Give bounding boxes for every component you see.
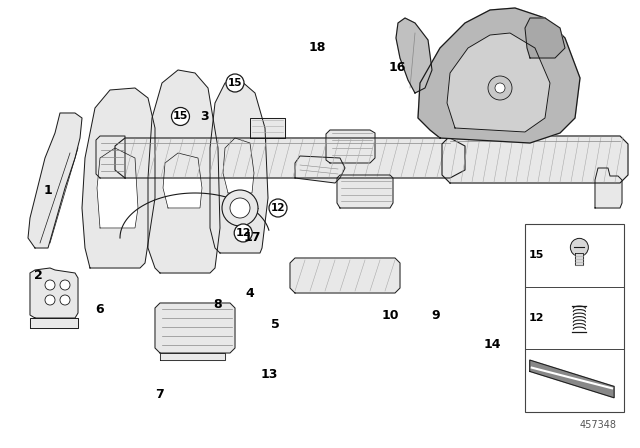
Polygon shape: [97, 148, 138, 228]
Text: 12: 12: [529, 313, 544, 323]
Polygon shape: [326, 130, 375, 163]
Polygon shape: [82, 88, 155, 268]
Text: 3: 3: [200, 110, 209, 123]
Text: 10: 10: [381, 309, 399, 323]
Bar: [525, 224, 624, 412]
Text: 457348: 457348: [580, 420, 617, 430]
Text: 13: 13: [260, 367, 278, 381]
Polygon shape: [447, 33, 550, 132]
Text: 5: 5: [271, 318, 280, 332]
Text: 2: 2: [34, 269, 43, 282]
Polygon shape: [575, 254, 584, 265]
Text: 14: 14: [484, 338, 502, 352]
Text: 1: 1: [44, 184, 52, 197]
Polygon shape: [290, 258, 400, 293]
Circle shape: [222, 190, 258, 226]
Polygon shape: [30, 268, 78, 318]
Polygon shape: [155, 303, 235, 353]
Text: 15: 15: [529, 250, 544, 260]
Circle shape: [45, 280, 55, 290]
Polygon shape: [295, 156, 345, 183]
Circle shape: [234, 224, 252, 242]
Text: 12: 12: [236, 228, 251, 238]
Polygon shape: [595, 168, 622, 208]
Circle shape: [570, 238, 588, 256]
Polygon shape: [447, 98, 515, 136]
Polygon shape: [163, 153, 202, 208]
Circle shape: [60, 280, 70, 290]
Polygon shape: [28, 113, 82, 248]
Circle shape: [226, 74, 244, 92]
Polygon shape: [148, 70, 220, 273]
Polygon shape: [223, 138, 254, 193]
Polygon shape: [337, 175, 393, 208]
Circle shape: [60, 295, 70, 305]
Polygon shape: [525, 18, 565, 58]
Circle shape: [45, 295, 55, 305]
Polygon shape: [250, 118, 285, 138]
Polygon shape: [396, 18, 432, 93]
Polygon shape: [418, 8, 580, 143]
Polygon shape: [160, 353, 225, 360]
Text: 17: 17: [244, 231, 262, 244]
Text: 9: 9: [431, 309, 440, 323]
Text: 7: 7: [156, 388, 164, 401]
Polygon shape: [115, 138, 465, 178]
Text: 16: 16: [388, 60, 406, 74]
Text: 15: 15: [228, 78, 243, 88]
Polygon shape: [30, 318, 78, 328]
Polygon shape: [210, 80, 268, 253]
Polygon shape: [442, 136, 628, 183]
Text: 12: 12: [271, 203, 285, 213]
Circle shape: [172, 108, 189, 125]
Circle shape: [495, 83, 505, 93]
Text: 18: 18: [308, 40, 326, 54]
Circle shape: [488, 76, 512, 100]
Text: 4: 4: [245, 287, 254, 300]
Polygon shape: [530, 360, 614, 398]
Circle shape: [269, 199, 287, 217]
Text: 15: 15: [173, 112, 188, 121]
Polygon shape: [96, 136, 125, 178]
Text: 6: 6: [95, 302, 104, 316]
Circle shape: [230, 198, 250, 218]
Text: 8: 8: [213, 298, 222, 311]
